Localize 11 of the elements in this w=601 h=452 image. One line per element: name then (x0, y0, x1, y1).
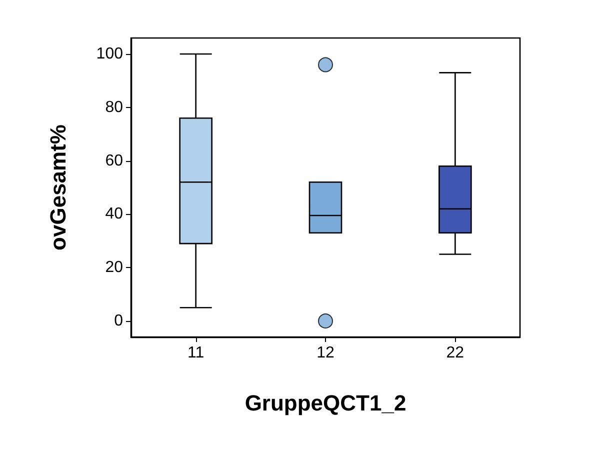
y-tick-label: 60 (105, 152, 124, 170)
y-tick-label: 40 (105, 206, 124, 223)
y-tick-label: 0 (114, 312, 124, 330)
x-tick-label: 12 (316, 344, 334, 362)
x-tick-label: 22 (446, 344, 464, 362)
x-axis-title: GruppeQCT1_2 (244, 390, 406, 416)
x-tick-label: 11 (188, 344, 204, 362)
y-tick-label: 80 (105, 98, 124, 116)
y-tick-label: 20 (105, 259, 124, 276)
y-axis-title: ovGesamt% (46, 124, 70, 250)
y-tick-label: 100 (96, 46, 124, 63)
